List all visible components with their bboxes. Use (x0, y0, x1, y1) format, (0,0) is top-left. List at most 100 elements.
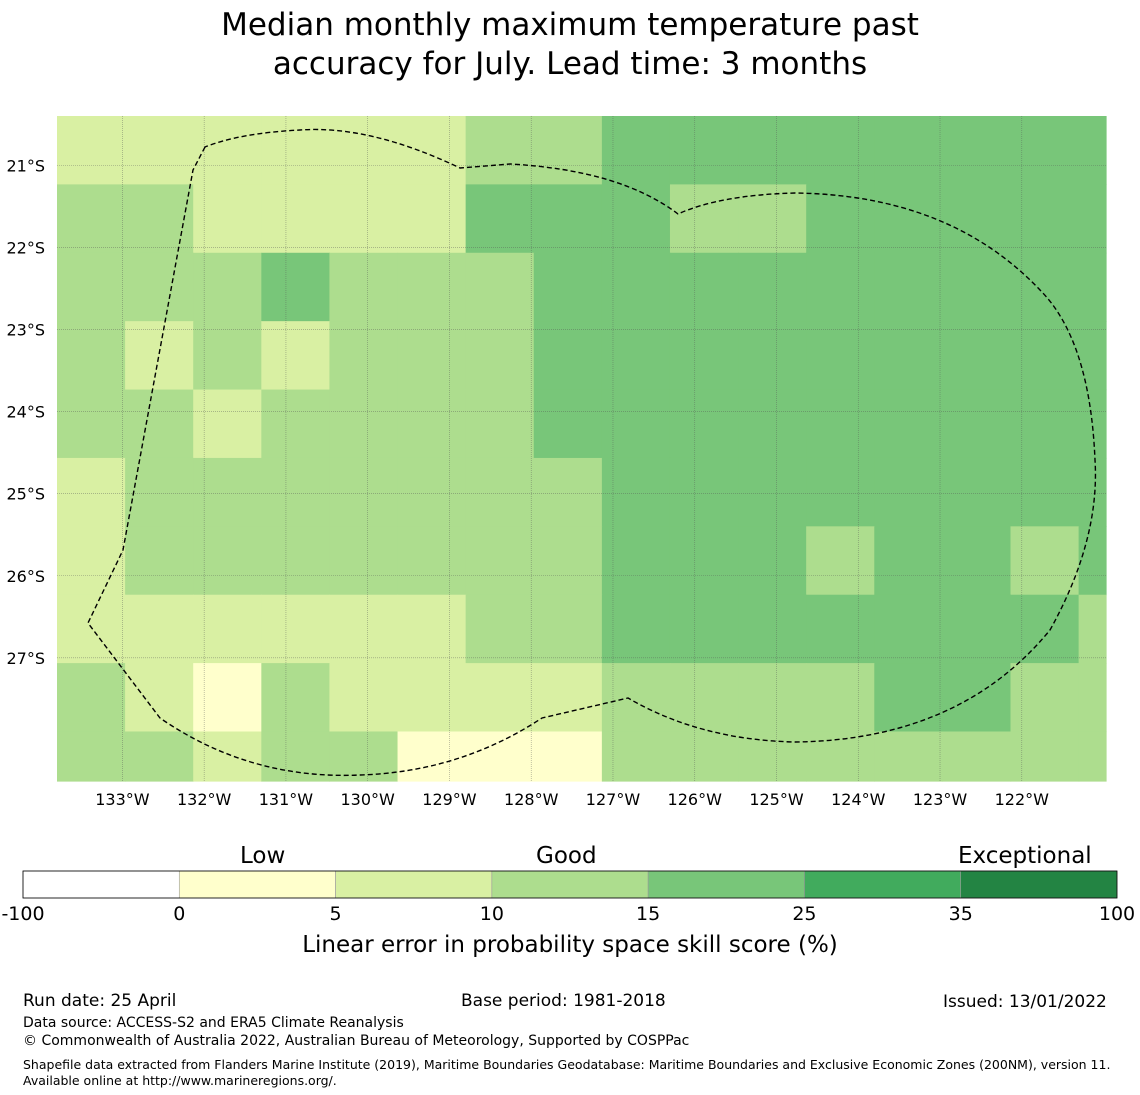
heatmap-cell (261, 526, 331, 596)
x-tick-label: 133°W (95, 790, 150, 809)
colorbar-segment (960, 870, 1118, 899)
heatmap-cell (601, 252, 671, 322)
heatmap-cell (942, 389, 1012, 459)
heatmap-cell (806, 526, 875, 596)
heatmap-cell (125, 457, 194, 527)
heatmap-cell (1078, 321, 1107, 391)
heatmap-cell (193, 594, 262, 664)
heatmap-cell (1010, 663, 1080, 733)
heatmap-cell (806, 116, 875, 185)
y-tick-label: 26°S (6, 567, 45, 586)
heatmap-cell (738, 663, 807, 733)
heatmap-cell (874, 116, 943, 185)
heatmap-cell (397, 731, 467, 782)
heatmap-cell (329, 252, 399, 322)
chart-title-line-1: Median monthly maximum temperature past (221, 7, 919, 43)
heatmap-cell (874, 594, 943, 664)
colorbar-tick-label: 5 (330, 903, 342, 925)
heatmap-cell (397, 184, 467, 254)
heatmap-cell (261, 252, 331, 322)
heatmap-cell (57, 116, 126, 185)
heatmap-cell (1010, 321, 1080, 391)
heatmap-cell (397, 526, 467, 596)
x-tick-label: 127°W (586, 790, 641, 809)
heatmap-cell (669, 731, 739, 782)
heatmap-cell (942, 731, 1012, 782)
data-source: Data source: ACCESS-S2 and ERA5 Climate … (23, 1015, 404, 1031)
heatmap-cell (874, 321, 943, 391)
heatmap-cell (738, 116, 807, 185)
heatmap-cell (533, 594, 603, 664)
heatmap-cell (57, 663, 126, 733)
heatmap-cell (942, 526, 1012, 596)
heatmap-cell (874, 252, 943, 322)
colorbar-tick-label: -100 (1, 903, 44, 925)
heatmap-cell (669, 663, 739, 733)
heatmap-cell (601, 526, 671, 596)
heatmap-cell (329, 116, 399, 185)
colorbar-segment (647, 870, 805, 899)
heatmap-cell (1010, 389, 1080, 459)
colorbar-frame (22, 870, 1118, 899)
x-tick-label: 129°W (422, 790, 477, 809)
heatmap-cell (1010, 457, 1080, 527)
shapefile-credit: Shapefile data extracted from Flanders M… (23, 1057, 1111, 1088)
heatmap-cell (1010, 731, 1080, 782)
heatmap-cell (1078, 116, 1107, 185)
heatmap-cell (261, 594, 331, 664)
heatmap-cell (1078, 457, 1107, 527)
colorbar-tick-label: 15 (636, 903, 660, 925)
heatmap-cell (261, 321, 331, 391)
heatmap-cell (601, 184, 671, 254)
heatmap-cell (942, 116, 1012, 185)
heatmap-cell (738, 594, 807, 664)
colorbar-label-low: Low (240, 843, 286, 869)
heatmap-cell (465, 321, 535, 391)
heatmap-cell (806, 321, 875, 391)
heatmap-cell (193, 457, 262, 527)
heatmap-cell (738, 389, 807, 459)
heatmap-cell (601, 116, 671, 185)
heatmap-cell (329, 321, 399, 391)
heatmap-cell (1078, 663, 1107, 733)
y-tick-label: 27°S (6, 649, 45, 668)
map-gridlines (57, 116, 1106, 781)
heatmap-cell (261, 457, 331, 527)
y-axis-ticks: 21°S 22°S 23°S 24°S 25°S 26°S 27°S (6, 156, 45, 668)
heatmap-cell (533, 184, 603, 254)
heatmap-cell (193, 184, 262, 254)
heatmap-cell (874, 184, 943, 254)
heatmap-cell (125, 731, 194, 782)
heatmap-cell (465, 389, 535, 459)
heatmap-cell (261, 389, 331, 459)
heatmap-cell (874, 457, 943, 527)
heatmap-cell (942, 457, 1012, 527)
x-tick-label: 130°W (341, 790, 396, 809)
heatmap-cell (669, 526, 739, 596)
heatmap-cell (397, 116, 467, 185)
chart-title-line-2: accuracy for July. Lead time: 3 months (272, 46, 868, 82)
heatmap-cell (1010, 526, 1080, 596)
heatmap-cell (669, 252, 739, 322)
heatmap-cell (942, 252, 1012, 322)
heatmap-cell (1010, 116, 1080, 185)
heatmap-cell (125, 252, 194, 322)
heatmap-cell (329, 731, 399, 782)
heatmap-cell (806, 457, 875, 527)
heatmap-cell (329, 457, 399, 527)
colorbar-tick-label: 25 (792, 903, 816, 925)
heatmap-cell (397, 389, 467, 459)
heatmap-cell (874, 389, 943, 459)
heatmap-cell (465, 663, 535, 733)
heatmap-cell (942, 594, 1012, 664)
heatmap-cell (874, 663, 943, 733)
colorbar: -100 0 5 10 15 25 35 100 (1, 870, 1135, 925)
heatmap-cell (1078, 594, 1107, 664)
heatmap-cell (465, 457, 535, 527)
heatmap-cell (533, 457, 603, 527)
heatmap-cell (1010, 252, 1080, 322)
x-tick-label: 123°W (913, 790, 968, 809)
heatmap-cell (57, 184, 126, 254)
heatmap-cell (806, 389, 875, 459)
